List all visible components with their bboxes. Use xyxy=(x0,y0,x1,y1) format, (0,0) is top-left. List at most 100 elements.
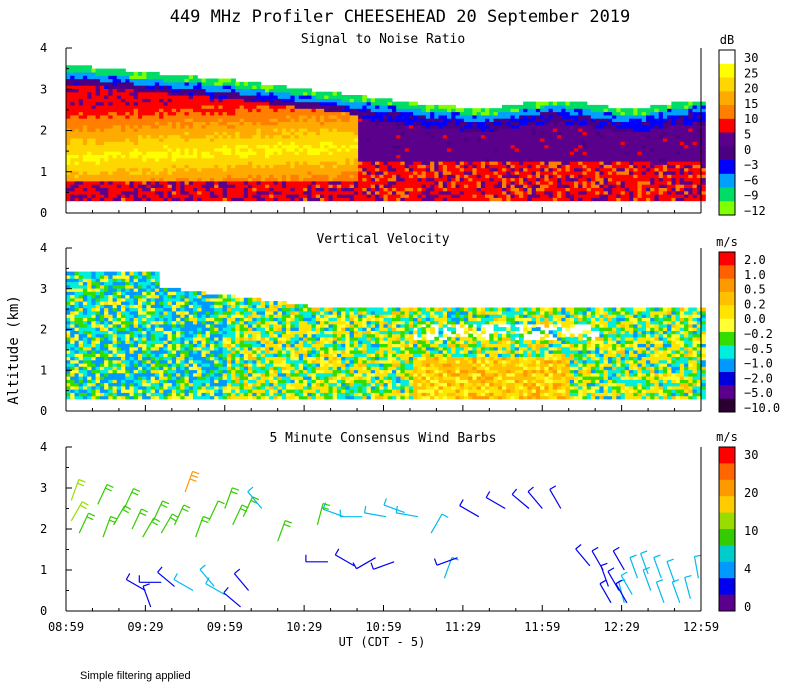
heatmap-cell xyxy=(104,180,109,185)
heatmap-cell xyxy=(455,180,461,185)
heatmap-cell xyxy=(540,197,545,202)
heatmap-cell xyxy=(222,180,228,185)
heatmap-cell xyxy=(142,95,147,99)
heatmap-cell xyxy=(226,88,232,93)
heatmap-cell xyxy=(138,161,143,165)
heatmap-cell xyxy=(447,167,452,172)
heatmap-cell xyxy=(438,187,444,192)
heatmap-cell xyxy=(154,184,160,188)
heatmap-cell xyxy=(590,137,596,142)
heatmap-cell xyxy=(692,104,698,109)
heatmap-cell xyxy=(188,78,194,83)
heatmap-cell xyxy=(510,197,516,202)
heatmap-cell xyxy=(366,161,372,165)
heatmap-cell xyxy=(582,131,588,136)
heatmap-cell xyxy=(243,187,249,192)
heatmap-cell xyxy=(675,108,681,113)
heatmap-cell xyxy=(633,141,639,146)
heatmap-cell xyxy=(353,98,359,103)
heatmap-cell xyxy=(383,190,389,195)
heatmap-cell xyxy=(531,101,537,106)
heatmap-cell xyxy=(569,121,575,126)
heatmap-cell xyxy=(328,190,334,195)
heatmap-cell xyxy=(620,151,626,155)
heatmap-cell xyxy=(205,88,211,93)
heatmap-cell xyxy=(654,190,660,195)
heatmap-cell xyxy=(193,75,198,80)
heatmap-cell xyxy=(277,167,283,172)
heatmap-cell xyxy=(129,190,135,195)
heatmap-cell xyxy=(231,78,236,83)
heatmap-cell xyxy=(434,194,440,198)
heatmap-cell xyxy=(392,167,397,172)
heatmap-cell xyxy=(281,98,287,103)
heatmap-cell xyxy=(180,144,186,149)
heatmap-cell xyxy=(438,190,444,195)
heatmap-cell xyxy=(260,180,266,185)
heatmap-cell xyxy=(603,144,609,149)
heatmap-cell xyxy=(218,134,224,139)
heatmap-cell xyxy=(235,144,241,149)
heatmap-cell xyxy=(684,194,689,198)
heatmap-cell xyxy=(510,144,516,149)
heatmap-cell xyxy=(311,104,317,109)
heatmap-cell xyxy=(108,144,114,149)
heatmap-cell xyxy=(519,114,524,119)
heatmap-cell xyxy=(413,134,418,139)
heatmap-cell xyxy=(701,137,706,142)
heatmap-cell xyxy=(269,85,274,89)
heatmap-cell xyxy=(294,170,300,175)
heatmap-cell xyxy=(451,131,456,136)
heatmap-cell xyxy=(472,154,478,159)
heatmap-cell xyxy=(451,147,456,152)
heatmap-cell xyxy=(214,167,219,172)
heatmap-cell xyxy=(180,101,186,106)
heatmap-cell xyxy=(692,154,698,159)
heatmap-cell xyxy=(214,190,219,195)
heatmap-cell xyxy=(455,157,461,162)
heatmap-cell xyxy=(197,128,202,132)
heatmap-cell xyxy=(404,101,410,106)
heatmap-cell xyxy=(603,134,609,139)
heatmap-cell xyxy=(548,190,554,195)
heatmap-cell xyxy=(434,167,440,172)
heatmap-cell xyxy=(540,128,545,132)
heatmap-cell xyxy=(209,190,215,195)
heatmap-cell xyxy=(66,68,71,73)
heatmap-cell xyxy=(294,128,300,132)
heatmap-cell xyxy=(226,131,232,136)
heatmap-cell xyxy=(171,111,177,116)
heatmap-cell xyxy=(74,154,80,159)
heatmap-cell xyxy=(485,114,490,119)
heatmap-cell xyxy=(273,141,279,146)
heatmap-cell xyxy=(438,157,444,162)
heatmap-cell xyxy=(430,118,435,122)
heatmap-cell xyxy=(176,121,181,126)
heatmap-cell xyxy=(519,180,524,185)
heatmap-cell xyxy=(455,174,461,179)
heatmap-cell xyxy=(502,154,507,159)
heatmap-cell xyxy=(561,174,567,179)
heatmap-cell xyxy=(362,147,368,152)
heatmap-cell xyxy=(671,124,677,129)
heatmap-cell xyxy=(540,131,545,136)
heatmap-cell xyxy=(561,170,567,175)
heatmap-cell xyxy=(455,134,461,139)
heatmap-cell xyxy=(315,170,321,175)
heatmap-cell xyxy=(265,151,270,155)
heatmap-cell xyxy=(95,141,101,146)
heatmap-cell xyxy=(239,187,245,192)
heatmap-cell xyxy=(91,81,97,86)
heatmap-cell xyxy=(260,114,266,119)
heatmap-cell xyxy=(671,134,677,139)
heatmap-cell xyxy=(514,114,520,119)
heatmap-cell xyxy=(624,141,630,146)
heatmap-cell xyxy=(273,91,279,96)
heatmap-cell xyxy=(303,184,308,188)
heatmap-cell xyxy=(243,104,249,109)
heatmap-cell xyxy=(383,184,389,188)
heatmap-cell xyxy=(167,104,173,109)
heatmap-cell xyxy=(688,124,694,129)
heatmap-cell xyxy=(438,124,444,129)
heatmap-cell xyxy=(167,177,173,182)
